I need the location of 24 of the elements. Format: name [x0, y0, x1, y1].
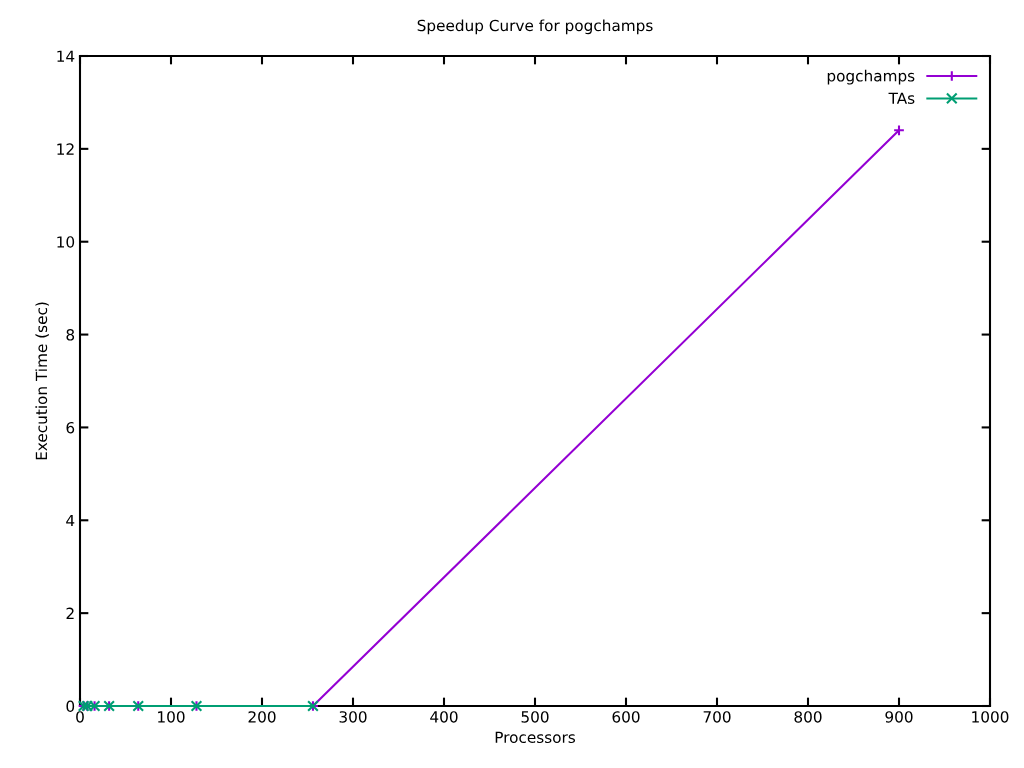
x-tick-label: 700 — [703, 711, 731, 723]
y-tick-label: 6 — [66, 421, 75, 434]
x-tick-label: 600 — [612, 711, 640, 723]
x-tick-label: 900 — [885, 711, 913, 723]
x-tick-label: 500 — [521, 711, 549, 723]
legend-label: pogchamps — [827, 69, 915, 85]
y-tick-label: 8 — [66, 329, 75, 341]
x-tick-label: 1000 — [972, 711, 1009, 723]
y-tick-label: 4 — [66, 514, 75, 527]
x-tick-label: 400 — [430, 711, 458, 723]
x-axis-title: Processors — [495, 731, 576, 744]
chart-title: Speedup Curve for pogchamps — [417, 19, 653, 35]
y-tick-label: 12 — [57, 143, 74, 155]
y-tick-label: 10 — [57, 236, 75, 248]
x-tick-label: 800 — [794, 711, 822, 723]
x-tick-label: 300 — [339, 711, 367, 723]
x-tick-label: 200 — [248, 711, 276, 723]
x-tick-label: 0 — [76, 711, 84, 723]
y-tick-label: 14 — [57, 50, 75, 62]
x-tick-label: 100 — [158, 711, 185, 723]
y-tick-label: 0 — [66, 700, 75, 713]
y-tick-label: 2 — [66, 607, 74, 619]
y-axis-title: Execution Time (sec) — [35, 302, 49, 460]
legend-label: TAs — [888, 92, 915, 104]
